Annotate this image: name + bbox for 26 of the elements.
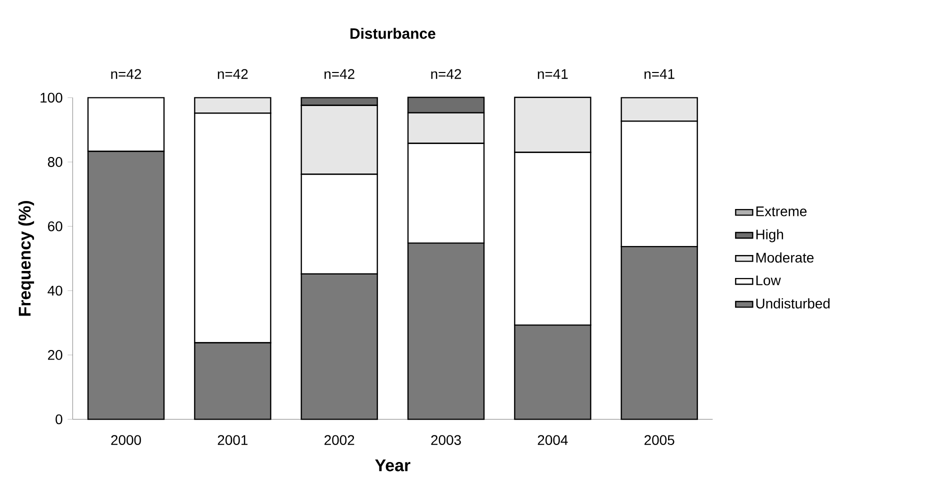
x-axis-title: Year	[375, 460, 410, 472]
y-tick-label: 20	[48, 350, 62, 360]
y-tick-label: 60	[48, 221, 62, 232]
y-tick-label: 80	[48, 157, 62, 167]
x-tick-label: 2002	[324, 435, 354, 446]
annotation: n=42	[431, 69, 462, 79]
legend-label: High	[756, 229, 784, 242]
legend-label: Undisturbed	[756, 298, 830, 308]
annotation: n=42	[111, 69, 142, 79]
y-tick-label: 100	[40, 92, 62, 103]
legend-label: Low	[756, 276, 781, 286]
legend-label: Extreme	[756, 206, 807, 216]
x-tick-label: 2001	[218, 435, 248, 446]
annotation: n=42	[324, 69, 354, 79]
y-tick-label: 0	[56, 414, 62, 424]
annotation: n=41	[644, 69, 674, 79]
chart-title: Disturbance	[350, 28, 436, 39]
y-tick-label: 40	[48, 286, 62, 296]
x-tick-label: 2004	[538, 435, 568, 446]
y-axis-title: Frequency (%)	[18, 201, 34, 316]
annotation: n=41	[538, 69, 568, 79]
x-tick-label: 2005	[644, 435, 674, 446]
annotation: n=42	[218, 69, 248, 79]
x-tick-label: 2003	[431, 435, 461, 446]
x-tick-label: 2000	[111, 435, 141, 446]
legend-label: Moderate	[756, 252, 814, 263]
